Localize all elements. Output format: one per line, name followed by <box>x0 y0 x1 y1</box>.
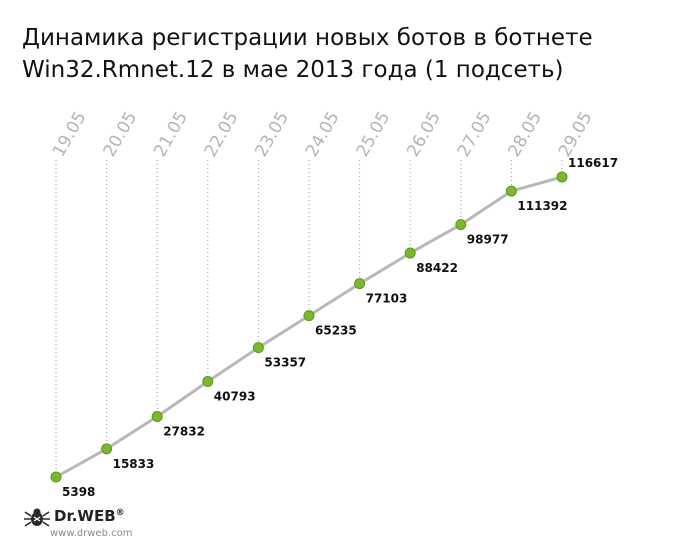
data-point <box>455 219 467 231</box>
x-tick-label: 24.05 <box>302 108 344 160</box>
chart-title-line-2: Win32.Rmnet.12 в мае 2013 года (1 подсет… <box>22 57 564 83</box>
data-label: 5398 <box>62 485 95 499</box>
data-labels: 5398 15833 27832 40793 53357 65235 77103 88422 9… <box>62 156 618 499</box>
grid-lines <box>55 160 563 477</box>
logo-name: Dr.WEB <box>54 507 116 525</box>
x-tick-label: 25.05 <box>353 108 395 160</box>
x-tick-label: 29.05 <box>555 108 597 160</box>
data-point <box>252 342 264 354</box>
x-tick-label: 27.05 <box>454 108 496 160</box>
series-line <box>55 175 563 479</box>
data-label: 53357 <box>264 356 306 370</box>
series-line-path <box>55 175 563 479</box>
data-point <box>505 185 517 197</box>
chart-title: Динамика регистрации новых ботов в ботне… <box>22 22 662 86</box>
data-point <box>354 278 366 290</box>
data-label: 116617 <box>568 156 618 170</box>
data-label: 27832 <box>163 424 205 438</box>
data-point <box>404 247 416 259</box>
logo-registered-mark: ® <box>115 508 125 518</box>
x-tick-label: 23.05 <box>251 108 293 160</box>
x-tick-label: 21.05 <box>150 108 192 160</box>
data-label: 98977 <box>467 233 509 247</box>
data-label: 88422 <box>416 261 458 275</box>
line-chart: 19.05 20.05 21.05 22.05 23.05 24.05 25.05 26.05… <box>49 108 618 499</box>
x-tick-label: 26.05 <box>403 108 445 160</box>
spider-icon <box>24 508 50 527</box>
x-tick-label: 20.05 <box>100 108 142 160</box>
data-point <box>556 171 568 183</box>
data-label: 15833 <box>113 457 155 471</box>
data-point <box>202 376 214 388</box>
x-tick-label: 19.05 <box>49 108 91 160</box>
data-point <box>151 410 163 422</box>
data-label: 40793 <box>214 390 256 404</box>
data-point <box>101 443 113 455</box>
logo-text: Dr.WEB® <box>54 507 125 525</box>
data-label: 65235 <box>315 324 357 338</box>
x-tick-labels: 19.05 20.05 21.05 22.05 23.05 24.05 25.05 26.05… <box>49 108 597 160</box>
data-label: 111392 <box>517 199 567 213</box>
data-label: 77103 <box>366 292 408 306</box>
data-points <box>50 171 568 483</box>
x-tick-label: 28.05 <box>504 108 546 160</box>
site-url: www.drweb.com <box>50 528 133 539</box>
data-point <box>50 471 62 483</box>
chart-title-line-1: Динамика регистрации новых ботов в ботне… <box>22 25 593 51</box>
x-tick-label: 22.05 <box>201 108 243 160</box>
drweb-logo: Dr.WEB® <box>24 507 125 529</box>
data-point <box>303 310 315 322</box>
